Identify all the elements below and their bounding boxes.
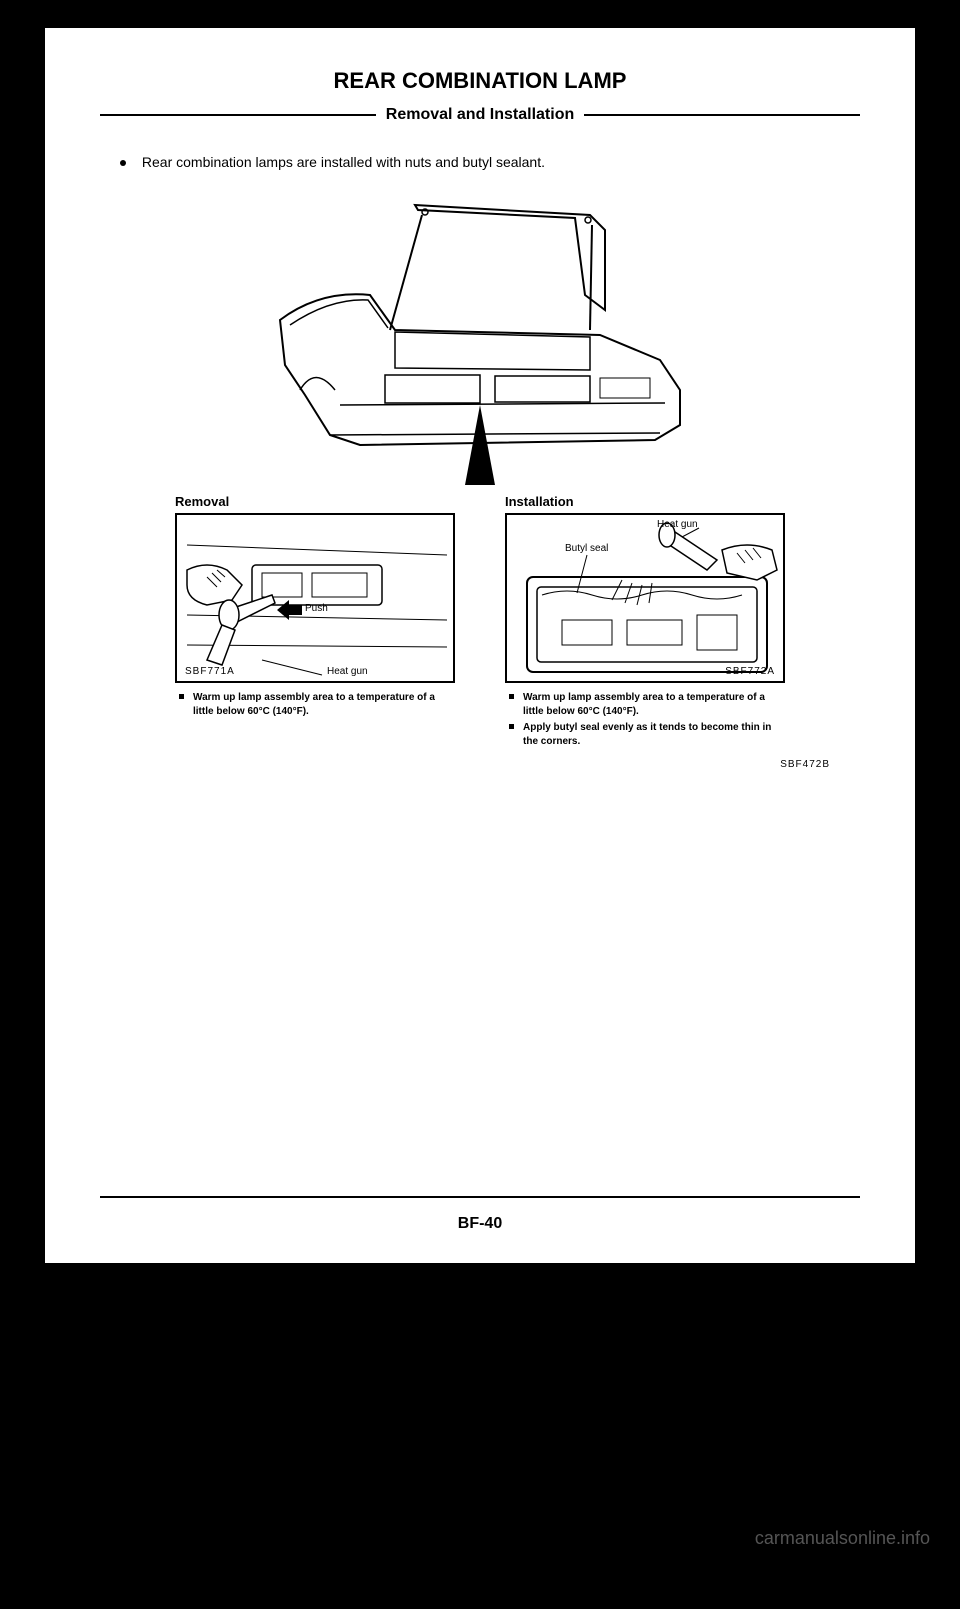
removal-notes: Warm up lamp assembly area to a temperat… [175, 691, 455, 718]
note-text: Warm up lamp assembly area to a temperat… [193, 692, 435, 717]
bullet-icon [179, 694, 184, 699]
bullet-icon [509, 694, 514, 699]
installation-illustration: Heat gun Butyl seal SBF772A [505, 513, 785, 683]
removal-illustration: Push Heat gun SBF771A [175, 513, 455, 683]
note-text: Apply butyl seal evenly as it tends to b… [523, 722, 771, 747]
subtitle-text: Removal and Installation [376, 106, 584, 124]
divider-left [100, 114, 376, 116]
intro-text: Rear combination lamps are installed wit… [100, 154, 860, 170]
subtitle-row: Removal and Installation [100, 106, 860, 124]
push-label: Push [305, 603, 328, 614]
removal-note-1: Warm up lamp assembly area to a temperat… [193, 691, 455, 718]
car-drawing [240, 190, 720, 490]
car-illustration [240, 190, 720, 490]
removal-svg [177, 515, 457, 685]
note-text: Warm up lamp assembly area to a temperat… [523, 692, 765, 717]
installation-notes: Warm up lamp assembly area to a temperat… [505, 691, 785, 748]
heatgun-label-removal: Heat gun [327, 666, 368, 677]
bottom-divider [100, 1196, 860, 1198]
butyl-label: Butyl seal [565, 543, 608, 554]
page-number: BF-40 [45, 1215, 915, 1233]
watermark: carmanualsonline.info [755, 1528, 930, 1549]
removal-label: Removal [175, 494, 455, 509]
page-title: REAR COMBINATION LAMP [100, 68, 860, 94]
installation-block: Installation [505, 494, 785, 751]
figure-code: SBF472B [100, 759, 860, 770]
divider-right [584, 114, 860, 116]
bullet-icon [509, 724, 514, 729]
installation-label: Installation [505, 494, 785, 509]
removal-code: SBF771A [185, 666, 235, 677]
installation-svg [507, 515, 787, 685]
manual-page: REAR COMBINATION LAMP Removal and Instal… [45, 28, 915, 1263]
installation-code: SBF772A [725, 666, 775, 677]
heatgun-label-install: Heat gun [657, 519, 698, 530]
intro-content: Rear combination lamps are installed wit… [142, 154, 545, 170]
installation-note-1: Warm up lamp assembly area to a temperat… [523, 691, 785, 718]
detail-panels-row: Removal [100, 494, 860, 751]
bullet-icon [120, 160, 126, 166]
installation-note-2: Apply butyl seal evenly as it tends to b… [523, 721, 785, 748]
removal-block: Removal [175, 494, 455, 751]
